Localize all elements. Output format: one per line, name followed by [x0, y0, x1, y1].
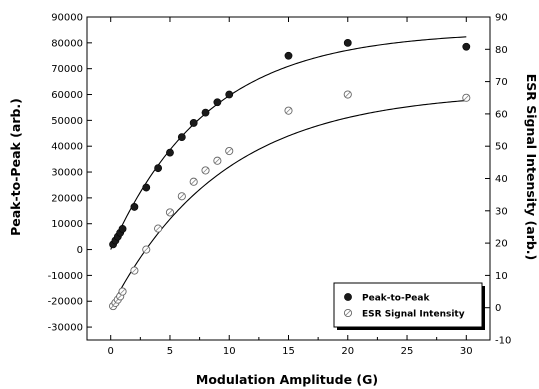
esr-intensity-point — [154, 224, 163, 233]
x-tick-label: 10 — [223, 346, 236, 357]
right-y-tick-label: -10 — [495, 336, 511, 347]
left-y-tick-label: 40000 — [51, 142, 83, 153]
peak-to-peak-point — [201, 108, 210, 117]
peak-to-peak-point — [189, 119, 198, 127]
right-y-tick-label: 10 — [495, 271, 508, 282]
peak-to-peak-point — [225, 90, 234, 99]
left-y-tick-label: 10000 — [51, 219, 83, 230]
right-y-axis-title: ESR Signal Intensity (arb.) — [524, 74, 539, 261]
left-y-tick-label: 60000 — [51, 90, 83, 101]
legend-label: ESR Signal Intensity — [362, 310, 465, 320]
esr-intensity-point — [165, 208, 175, 217]
left-y-tick-label: 30000 — [51, 168, 83, 179]
peak-to-peak-point — [462, 42, 471, 51]
left-y-tick-label: 70000 — [51, 64, 83, 75]
peak-to-peak-point — [284, 51, 293, 60]
legend-marker — [344, 293, 352, 301]
left-y-tick-label: 50000 — [51, 116, 83, 127]
right-y-tick-label: 20 — [495, 239, 508, 250]
legend-box — [333, 282, 483, 328]
fit-curves — [110, 36, 467, 308]
esr-intensity-point — [213, 156, 222, 165]
left-y-tick-label: 80000 — [51, 38, 83, 49]
x-tick-label: 30 — [460, 346, 473, 357]
peak-to-peak-point — [166, 148, 174, 157]
esr-intensity-point — [201, 166, 210, 175]
right-y-tick-label: 70 — [495, 77, 508, 88]
peak-to-peak-point — [142, 183, 151, 192]
x-tick-label: 25 — [401, 346, 414, 357]
esr-intensity-point — [284, 106, 293, 115]
axes: 0 5 10 15 20 25 30 -30000 -20000 -10000 0 10000 2000… — [48, 13, 512, 358]
fit-curve-esr-intensity — [110, 99, 467, 308]
peak-to-peak-point — [213, 98, 222, 107]
left-y-tick-label: -30000 — [48, 323, 83, 334]
esr-intensity-point — [462, 93, 471, 102]
esr-intensity-point — [343, 90, 352, 99]
esr-intensity-point — [130, 266, 139, 275]
fit-curve-peak-to-peak — [110, 36, 467, 250]
right-y-tick-label: 80 — [495, 45, 508, 56]
right-y-tick-label: 40 — [495, 174, 508, 185]
legend-label: Peak-to-Peak — [362, 294, 430, 304]
left-y-tick-label: -10000 — [48, 271, 83, 282]
esr-intensity-point — [189, 177, 198, 186]
peak-to-peak-point — [118, 224, 127, 233]
left-y-tick-label: 20000 — [51, 193, 83, 204]
x-tick-label: 0 — [108, 346, 114, 357]
right-y-tick-label: 50 — [495, 142, 508, 153]
x-tick-label: 20 — [341, 346, 354, 357]
esr-intensity-point — [118, 287, 127, 296]
x-tick-label: 5 — [167, 346, 173, 357]
esr-intensity-point — [142, 245, 151, 254]
left-y-axis-title: Peak-to-Peak (arb.) — [8, 98, 23, 236]
right-y-tick-label: 0 — [495, 303, 501, 314]
x-axis-title: Modulation Amplitude (G) — [196, 372, 378, 387]
data-points — [109, 38, 471, 311]
legend: Peak-to-Peak ESR Signal Intensity — [333, 282, 485, 330]
left-y-tick-label: -20000 — [48, 297, 83, 308]
peak-to-peak-point — [130, 203, 139, 211]
esr-intensity-point — [177, 192, 186, 201]
peak-to-peak-point — [154, 164, 163, 173]
left-y-tick-label: 0 — [77, 245, 83, 256]
esr-intensity-point — [225, 146, 234, 156]
right-y-tick-label: 60 — [495, 109, 508, 120]
right-y-tick-label: 90 — [495, 13, 508, 24]
right-y-tick-label: 30 — [495, 206, 508, 217]
left-y-tick-label: 90000 — [51, 13, 83, 24]
legend-marker — [343, 308, 353, 318]
x-tick-label: 15 — [282, 346, 295, 357]
peak-to-peak-point — [343, 38, 352, 47]
peak-to-peak-point — [177, 133, 186, 142]
